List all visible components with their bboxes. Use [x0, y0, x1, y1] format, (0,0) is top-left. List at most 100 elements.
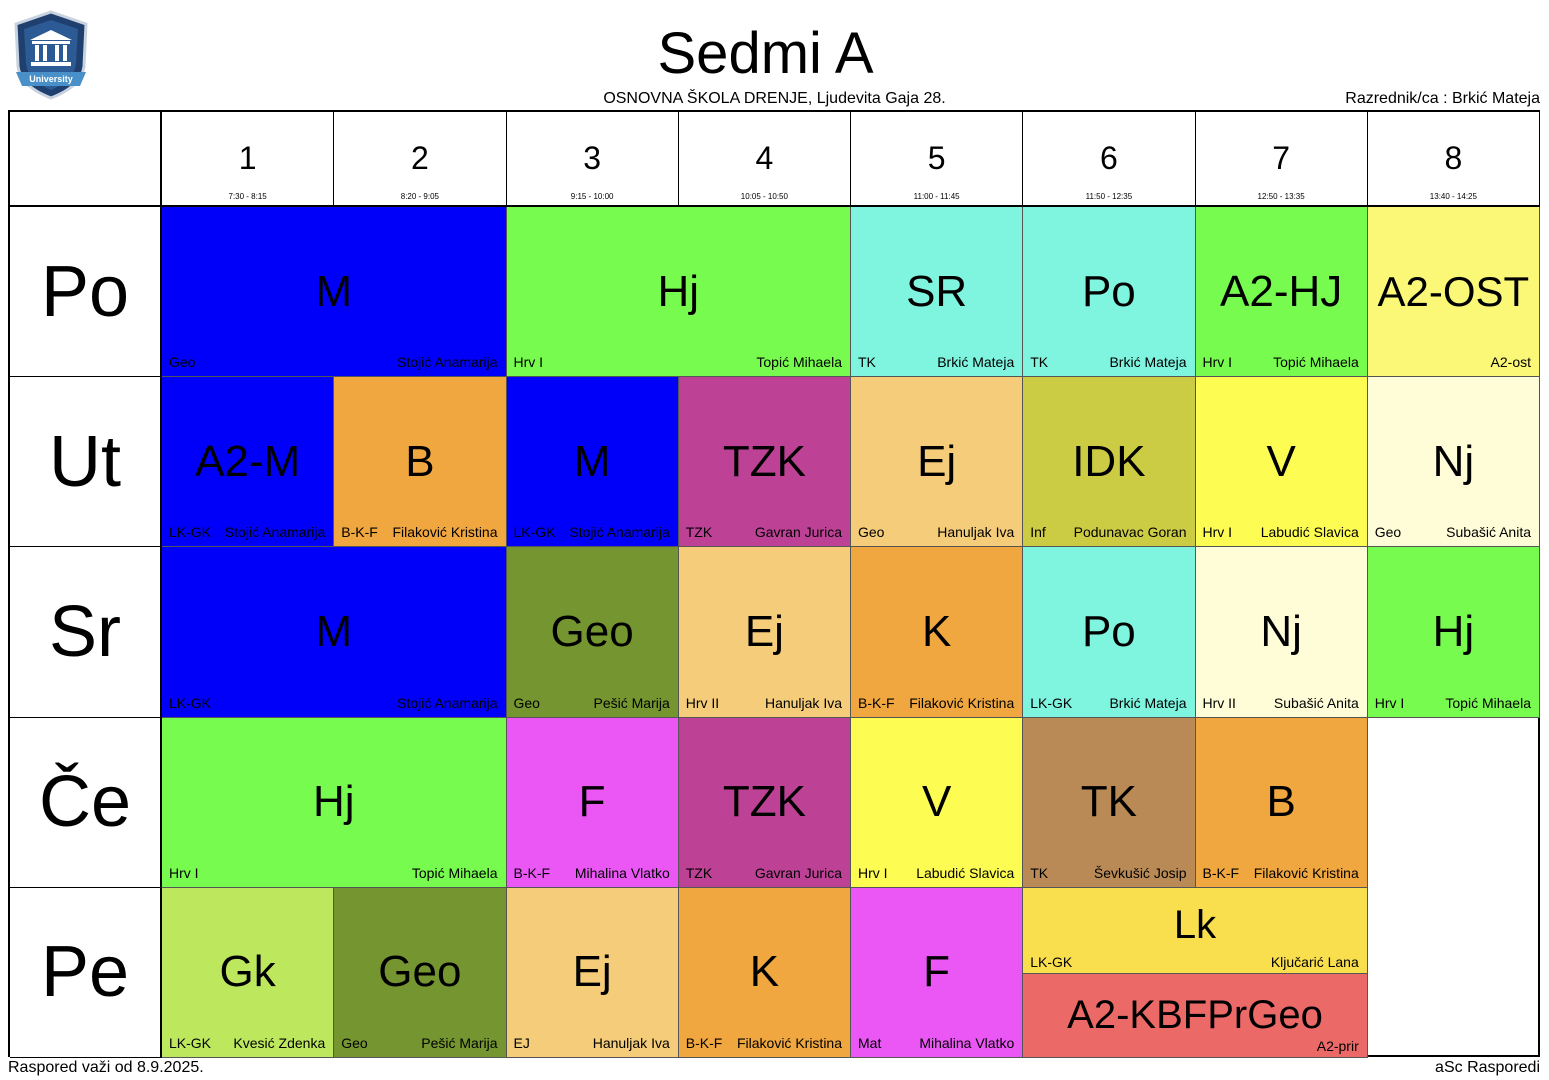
lesson-cell: B B-K-F Filaković Kristina: [1195, 717, 1368, 888]
timetable-grid: 1 7:30 - 8:15 2 8:20 - 9:05 3 9:15 - 10:00 4 10…: [8, 110, 1540, 1058]
lesson-subject: Geo: [550, 606, 634, 656]
lesson-cell: F Mat Mihalina Vlatko: [851, 887, 1024, 1058]
lesson-room: Hrv II: [685, 694, 720, 711]
lesson-teacher: Brkić Mateja: [937, 354, 1015, 371]
period-header-8: 8 13:40 - 14:25: [1367, 112, 1540, 207]
lesson-subject: IDK: [1072, 436, 1146, 486]
period-header-2: 2 8:20 - 9:05: [334, 112, 507, 207]
lesson-subject: TZK: [722, 436, 806, 486]
lesson-teacher: Pešić Marija: [593, 694, 670, 711]
lesson-room: B-K-F: [1202, 864, 1240, 881]
lesson-room: Geo: [858, 524, 885, 541]
lesson-teacher: Stojić Anamarija: [397, 354, 498, 371]
period-time: 12:50 - 13:35: [1257, 192, 1305, 201]
lesson-room: Geo: [1374, 524, 1402, 541]
period-time: 11:50 - 12:35: [1085, 192, 1133, 201]
period-header-7: 7 12:50 - 13:35: [1195, 112, 1368, 207]
lesson-cell: Geo Geo Pešić Marija: [334, 887, 507, 1058]
day-label-3: Sr: [10, 547, 162, 718]
lesson-subject: Po: [1081, 266, 1136, 316]
lesson-teacher: A2-ost: [1490, 354, 1531, 371]
lesson-cell: M LK-GK Stojić Anamarija: [506, 377, 679, 548]
lesson-subject: M: [315, 266, 353, 316]
lesson-teacher: Filaković Kristina: [736, 1034, 842, 1051]
day-label-2: Ut: [10, 377, 162, 548]
lesson-room: LK-GK: [513, 524, 556, 541]
lesson-room: B-K-F: [513, 864, 551, 881]
lesson-subject: M: [573, 436, 611, 486]
period-time: 8:20 - 9:05: [400, 192, 439, 201]
lesson-subject: TK: [1080, 777, 1137, 827]
lesson-room: Hrv I: [1202, 354, 1233, 371]
period-header-1: 1 7:30 - 8:15: [162, 112, 335, 207]
period-time: 10:05 - 10:50: [740, 192, 788, 201]
lesson-subject: B: [405, 436, 435, 486]
lesson-room: Hrv I: [513, 354, 544, 371]
lesson-cell: K B-K-F Filaković Kristina: [851, 547, 1024, 718]
lesson-cell: A2-M LK-GK Stojić Anamarija: [162, 377, 335, 548]
lesson-room: Geo: [169, 354, 196, 371]
lesson-room: LK-GK: [169, 694, 212, 711]
lesson-teacher: A2-prir: [1316, 1037, 1359, 1054]
lesson-subject: A2-M: [195, 436, 301, 486]
lesson-teacher: Podunavac Goran: [1073, 524, 1187, 541]
lesson-cell: TZK TZK Gavran Jurica: [678, 717, 851, 888]
page-title: Sedmi A: [657, 21, 874, 86]
lesson-teacher: Topić Mihaela: [1273, 354, 1359, 371]
lesson-subject: F: [578, 777, 606, 827]
lesson-cell: B B-K-F Filaković Kristina: [334, 377, 507, 548]
period-time: 11:00 - 11:45: [913, 192, 960, 201]
period-header-6: 6 11:50 - 12:35: [1023, 112, 1196, 207]
lesson-subject: Po: [1081, 606, 1136, 656]
lesson-room: LK-GK: [1030, 953, 1073, 970]
lesson-room: Hrv II: [1202, 694, 1236, 711]
lesson-cell: TZK TZK Gavran Jurica: [678, 377, 851, 548]
lesson-room: Mat: [858, 1034, 882, 1051]
lesson-subject: A2-KBFPrGeo: [1067, 993, 1323, 1038]
lesson-cell: Nj Geo Subašić Anita: [1367, 377, 1540, 548]
period-number: 1: [238, 140, 257, 176]
school-logo: University: [12, 10, 90, 100]
day-name: Ut: [49, 421, 121, 502]
lesson-subject: Hj: [312, 777, 355, 827]
lesson-room: B-K-F: [685, 1034, 723, 1051]
grid-corner: [10, 112, 162, 207]
lesson-cell: Nj Hrv II Subašić Anita: [1195, 547, 1368, 718]
lesson-subject: B: [1266, 777, 1296, 827]
lesson-room: Hrv I: [858, 864, 888, 881]
period-number: 3: [583, 140, 602, 176]
day-label-4: Če: [10, 717, 162, 888]
generator-credit: aSc Rasporedi: [1435, 1059, 1540, 1076]
lesson-room: Inf: [1030, 524, 1046, 541]
lesson-teacher: Pešić Marija: [421, 1034, 498, 1051]
lesson-subject: V: [921, 777, 952, 827]
lesson-cell: M Geo Stojić Anamarija: [162, 207, 507, 378]
lesson-room: LK-GK: [169, 524, 212, 541]
lesson-teacher: Hanuljak Iva: [764, 694, 842, 711]
lesson-subject: V: [1266, 436, 1296, 486]
lesson-subject: TZK: [722, 777, 806, 827]
lesson-teacher: Hanuljak Iva: [937, 524, 1015, 541]
lesson-subject: SR: [906, 266, 968, 316]
lesson-room: Hrv I: [1374, 694, 1405, 711]
lesson-cell: Hj Hrv I Topić Mihaela: [1367, 547, 1540, 718]
lesson-room: Hrv I: [169, 864, 199, 881]
lesson-subject: F: [923, 947, 951, 997]
lesson-teacher: Filaković Kristina: [1253, 864, 1359, 881]
lesson-cell: Ej Hrv II Hanuljak Iva: [678, 547, 851, 718]
lesson-cell: Ej EJ Hanuljak Iva: [506, 887, 679, 1058]
lesson-subject: K: [749, 947, 780, 997]
lesson-cell: Gk LK-GK Kvesić Zdenka: [162, 887, 335, 1058]
lesson-subject: Lk: [1173, 903, 1217, 948]
day-name: Sr: [49, 591, 121, 672]
logo-text: University: [29, 74, 73, 84]
period-number: 2: [410, 140, 429, 176]
lesson-subject: Geo: [378, 947, 462, 997]
day-name: Če: [38, 762, 132, 843]
lesson-room: TK: [858, 354, 876, 371]
day-label-5: Pe: [10, 887, 162, 1058]
period-number: 4: [755, 140, 774, 176]
lesson-subject: Nj: [1260, 606, 1302, 656]
lesson-teacher: Gavran Jurica: [754, 524, 842, 541]
valid-from-note: Raspored važi od 8.9.2025.: [8, 1059, 204, 1076]
